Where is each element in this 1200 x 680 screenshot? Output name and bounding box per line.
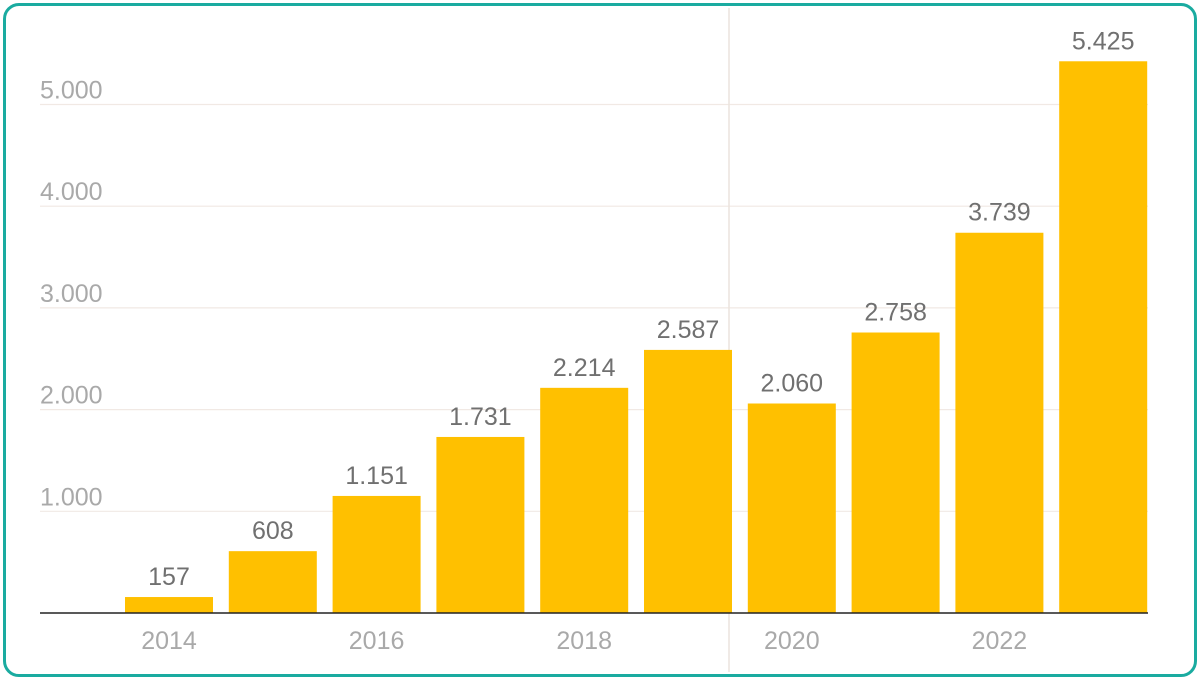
bar-2022 (955, 232, 1044, 613)
bar-2020 (747, 403, 836, 613)
bar-2014 (125, 597, 213, 613)
x-tick-label: 2014 (141, 627, 197, 655)
data-label-2014: 157 (148, 563, 190, 591)
y-tick-label: 3.000 (40, 280, 103, 308)
bar-2019 (644, 349, 732, 613)
y-tick-label: 2.000 (40, 382, 103, 410)
x-tick-label: 2016 (349, 627, 405, 655)
data-label-2019: 2.587 (657, 316, 720, 344)
data-label-2017: 1.731 (449, 403, 512, 431)
data-label-2023: 5.425 (1072, 27, 1135, 55)
bar-value-labels: 157 608 1.151 1.731 2.214 2.587 2.060 2.758 3.73… (148, 27, 1134, 591)
x-axis-tick-labels: 2014 2016 2018 2020 2022 (141, 627, 1027, 655)
data-label-2022: 3.739 (968, 199, 1031, 227)
y-tick-label: 1.000 (40, 483, 103, 511)
x-tick-label: 2022 (972, 627, 1028, 655)
bar-2018 (540, 387, 629, 613)
y-axis-tick-labels: 1.000 2.000 3.000 4.000 5.000 (40, 77, 103, 512)
y-tick-label: 5.000 (40, 77, 103, 105)
bar-2021 (851, 332, 940, 613)
y-tick-label: 4.000 (40, 178, 103, 206)
x-tick-label: 2018 (556, 627, 612, 655)
data-label-2015: 608 (252, 517, 294, 545)
data-label-2020: 2.060 (761, 369, 824, 397)
x-tick-label: 2020 (764, 627, 820, 655)
bars (125, 61, 1148, 613)
data-label-2021: 2.758 (864, 299, 927, 327)
bar-2015 (228, 551, 317, 613)
bar-2017 (436, 436, 525, 613)
bar-2016 (332, 495, 421, 613)
bar-2023 (1059, 61, 1148, 613)
data-label-2016: 1.151 (345, 462, 408, 490)
data-label-2018: 2.214 (553, 354, 616, 382)
